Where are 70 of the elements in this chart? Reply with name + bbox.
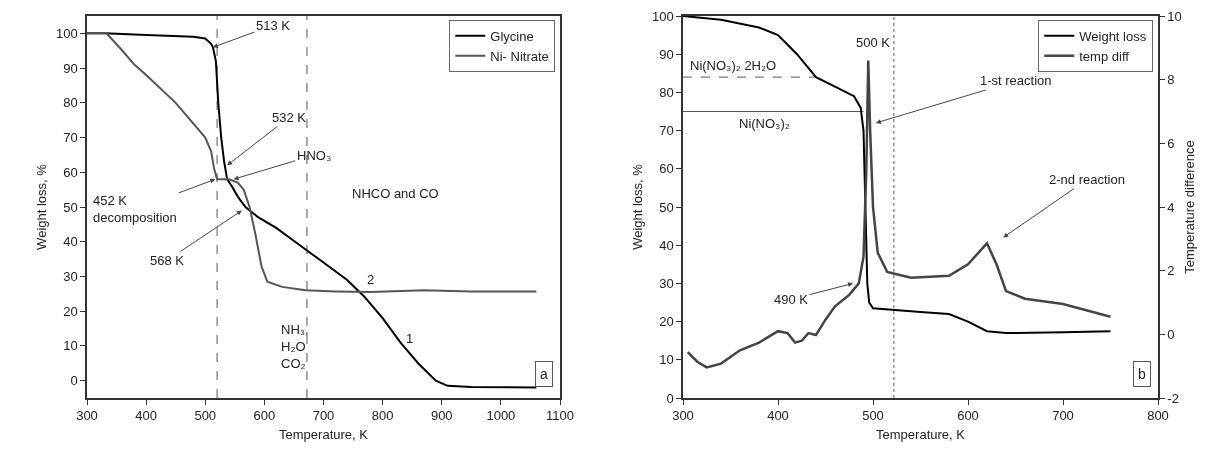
annotation: 490 K xyxy=(774,292,809,307)
y-tick-label: 80 xyxy=(63,95,78,111)
ref-line-label: Ni(NO₃)₂ xyxy=(739,116,790,131)
annotation: 452 K decomposition xyxy=(93,193,177,225)
y-tick-label: 50 xyxy=(659,199,674,215)
y-axis-title: Weight loss, % xyxy=(34,163,50,250)
x-tick-label: 1000 xyxy=(486,408,516,424)
y-tick-label: 10 xyxy=(63,338,78,354)
annotation: 532 K xyxy=(272,110,307,125)
annotation: NH₃, H₂O CO₂ xyxy=(281,322,309,371)
y-tick-label: 0 xyxy=(70,373,78,389)
annotation: 2 xyxy=(367,272,375,287)
x-tick-label: 1100 xyxy=(546,408,574,424)
annotation: 1 xyxy=(406,331,414,346)
y-tick-label: 30 xyxy=(659,275,674,291)
x-tick-label: 300 xyxy=(672,408,694,424)
legend-label: Weight loss xyxy=(1079,28,1147,44)
annotation: NHCO and CO xyxy=(352,186,439,201)
y-tick-label: 70 xyxy=(659,123,674,139)
x-tick-label: 500 xyxy=(194,408,217,424)
y2-tick-label: 0 xyxy=(1167,326,1175,342)
y-tick-label: 50 xyxy=(63,199,78,215)
y2-tick-label: 4 xyxy=(1167,199,1175,215)
x-tick-label: 400 xyxy=(135,408,157,424)
x-tick-label: 600 xyxy=(253,408,276,424)
x-axis-title: Temperature, K xyxy=(876,427,966,443)
y-tick-label: 40 xyxy=(63,234,78,250)
x-tick-label: 600 xyxy=(957,408,979,424)
y-axis-title: Weight loss, % xyxy=(630,163,646,250)
x-tick-label: 700 xyxy=(312,408,335,424)
y-tick-label: 80 xyxy=(659,84,674,100)
x-tick-label: 800 xyxy=(1147,408,1169,424)
annotation: b xyxy=(1138,366,1146,382)
y-tick-label: 20 xyxy=(63,303,78,319)
y2-tick-label: 2 xyxy=(1167,263,1175,279)
y-tick-label: 100 xyxy=(55,25,78,41)
legend-label: temp diff xyxy=(1079,48,1130,64)
x-tick-label: 400 xyxy=(767,408,789,424)
y-tick-label: 90 xyxy=(63,60,78,76)
y-tick-label: 60 xyxy=(63,164,78,180)
y-tick-label: 40 xyxy=(659,237,674,253)
y-tick-label: 30 xyxy=(63,269,78,284)
x-tick-label: 500 xyxy=(862,408,884,424)
y-tick-label: 90 xyxy=(659,46,674,62)
y-tick-label: 20 xyxy=(659,314,674,330)
legend-label: Glycine xyxy=(490,28,534,44)
annotation: 1-st reaction xyxy=(980,73,1052,88)
y2-tick-label: 10 xyxy=(1167,8,1182,24)
y-tick-label: 70 xyxy=(63,130,78,146)
y2-tick-label: 6 xyxy=(1167,135,1175,151)
legend-label: Ni- Nitrate xyxy=(490,48,549,64)
annotation: 500 K xyxy=(856,35,891,50)
x-tick-label: 700 xyxy=(1052,408,1074,424)
x-axis-title: Temperature, K xyxy=(279,427,369,443)
annotation: 513 K xyxy=(256,18,291,33)
y2-tick-label: 8 xyxy=(1167,72,1175,88)
y2-axis-title: Temperature difference xyxy=(1181,140,1197,274)
annotation: a xyxy=(540,366,548,382)
x-tick-label: 900 xyxy=(430,408,453,424)
annotation: HNO₃ xyxy=(297,148,332,163)
y-tick-label: 100 xyxy=(651,8,674,24)
y-tick-label: 10 xyxy=(659,352,674,368)
ref-line-label: Ni(NO₃)₂ 2H₂O xyxy=(690,58,777,73)
y-tick-label: 0 xyxy=(666,390,674,406)
annotation: 568 K xyxy=(150,253,185,268)
y2-tick-label: -2 xyxy=(1167,390,1179,406)
x-tick-label: 800 xyxy=(371,408,394,424)
x-tick-label: 300 xyxy=(76,408,98,424)
y-tick-label: 60 xyxy=(659,161,674,177)
annotation: 2-nd reaction xyxy=(1049,172,1125,187)
